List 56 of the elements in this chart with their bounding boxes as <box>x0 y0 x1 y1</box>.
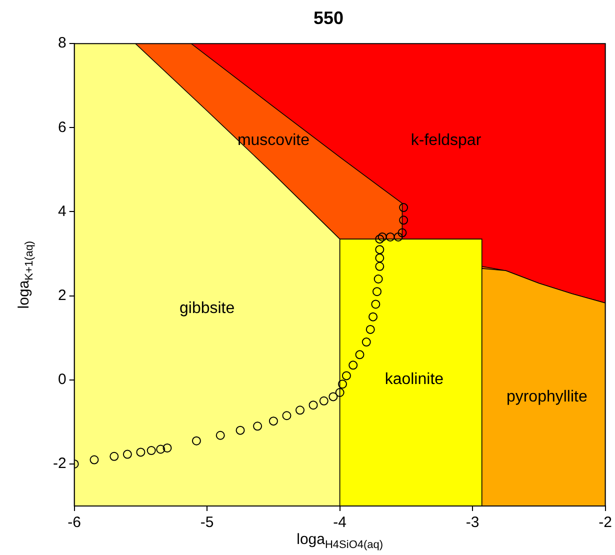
point <box>110 452 119 461</box>
point <box>90 455 99 464</box>
y-tick-label: 2 <box>58 286 66 304</box>
point <box>399 216 408 225</box>
point <box>378 232 387 242</box>
point <box>308 400 318 410</box>
point <box>375 234 384 244</box>
y-tick-label: 6 <box>58 118 66 136</box>
point <box>348 360 358 370</box>
point <box>162 443 172 452</box>
x-tick-label: -2 <box>598 514 612 532</box>
x-tick-label: -4 <box>333 514 347 532</box>
point <box>268 416 278 426</box>
point <box>122 450 132 459</box>
point <box>319 396 328 406</box>
point <box>366 324 375 334</box>
point <box>398 228 407 238</box>
point <box>375 262 384 271</box>
y-axis-title: logaK+1(aq) <box>15 240 36 309</box>
point <box>372 287 382 296</box>
point <box>282 411 292 420</box>
x-tick-label: -6 <box>68 514 82 532</box>
series-label: k-feldspar <box>410 132 482 150</box>
point <box>342 371 351 380</box>
chart-title: 550 <box>313 8 344 28</box>
point <box>394 232 403 242</box>
point <box>296 406 305 415</box>
point <box>338 380 347 389</box>
point <box>375 245 384 254</box>
y-tick-label: 4 <box>58 202 66 220</box>
series-label: pyrophyllite <box>506 388 588 406</box>
point <box>253 422 262 431</box>
x-tick-label: -3 <box>466 514 480 532</box>
point <box>136 448 146 457</box>
series-label: gibbsite <box>180 300 235 317</box>
point <box>328 392 338 402</box>
series-label: kaolinite <box>384 371 444 388</box>
series-label: muscovite <box>237 132 310 150</box>
point <box>399 203 408 212</box>
y-tick-label: 0 <box>58 371 66 388</box>
point <box>375 253 384 262</box>
point <box>374 274 383 284</box>
point <box>368 312 378 322</box>
x-tick-label: -5 <box>200 514 214 532</box>
point <box>335 388 344 397</box>
point <box>371 300 380 309</box>
point <box>362 338 371 347</box>
point <box>236 426 245 435</box>
point <box>192 436 201 446</box>
point <box>156 444 166 454</box>
point <box>355 350 364 360</box>
point <box>146 446 156 456</box>
point <box>386 232 395 242</box>
point <box>216 430 225 440</box>
y-tick-label: -2 <box>52 455 66 472</box>
y-tick-label: 8 <box>58 34 66 52</box>
